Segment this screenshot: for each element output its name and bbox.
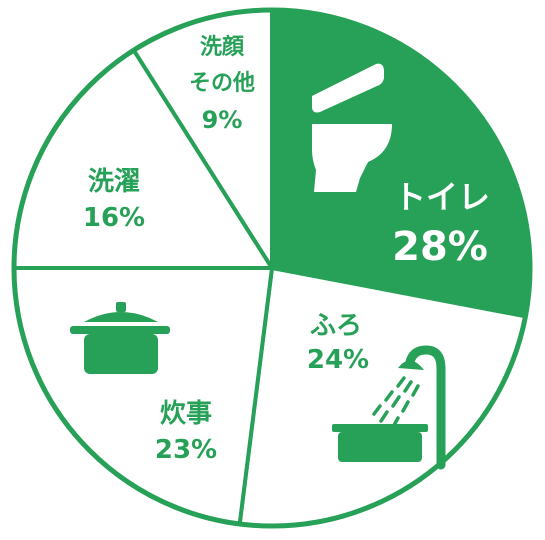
shower-bath-icon (332, 345, 446, 470)
pie-outline (11, 7, 533, 529)
pie-slice-toilet (270, 8, 532, 319)
pie-slice-bath (237, 266, 528, 528)
other-slice-label-line1: 洗顔 (200, 34, 245, 60)
bath-slice-value: 24% (307, 345, 369, 375)
toilet-label: トイレ 28% (392, 178, 490, 270)
laundry-slice-label: 洗濯 (88, 167, 140, 197)
laundry-label: 洗濯 16% (83, 167, 145, 233)
toilet-icon (312, 63, 392, 192)
cooking-label: 炊事 23% (155, 399, 217, 465)
pie-slice-cooking (12, 266, 274, 526)
laundry-slice-value: 16% (83, 203, 145, 233)
other-slice-label-line2: その他 (189, 71, 255, 96)
toilet-slice-label: トイレ (394, 178, 490, 216)
pie-border (11, 7, 533, 529)
other-label: 洗顔 その他 9% (189, 34, 255, 134)
cooking-slice-label: 炊事 (160, 399, 212, 429)
bath-slice-label: ふろ (310, 311, 362, 341)
other-slice-value: 9% (202, 106, 243, 134)
cooking-slice-value: 23% (155, 435, 217, 465)
cooking-pot-icon (70, 302, 170, 374)
toilet-slice-value: 28% (392, 224, 488, 270)
bath-label: ふろ 24% (307, 311, 369, 375)
